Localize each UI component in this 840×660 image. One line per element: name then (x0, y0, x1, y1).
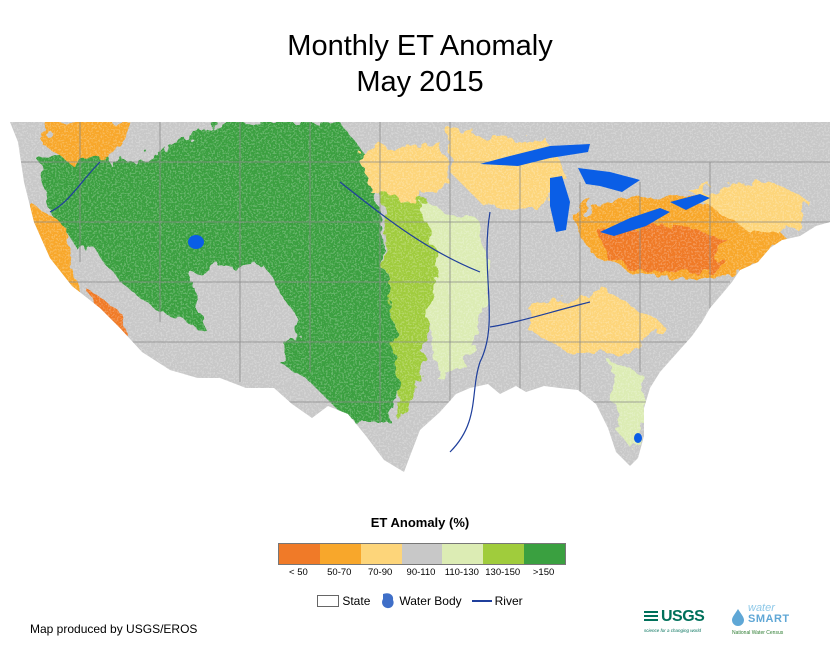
legend-swatch (524, 544, 565, 564)
state-swatch (317, 595, 340, 607)
legend-label: 70-90 (367, 567, 393, 578)
map-credit: Map produced by USGS/EROS (30, 622, 198, 636)
key-river-label: River (494, 594, 523, 608)
legend-swatch (442, 544, 484, 564)
legend-labels: < 50 50-70 70-90 90-110 110-130 130-150 >150 (278, 567, 564, 581)
legend-swatch (401, 544, 443, 564)
watersmart-smart: SMART (748, 613, 790, 625)
river-swatch (471, 600, 492, 602)
map-key: State Water Body River (0, 592, 840, 610)
watersmart-logo: water SMART (748, 603, 790, 625)
watersmart-drop-icon (732, 609, 744, 626)
logos: USGS science for a changing world water … (644, 602, 814, 638)
legend-label: < 50 (289, 567, 308, 578)
key-state-label: State (342, 594, 371, 608)
water-body-icon (382, 593, 395, 609)
legend-title: ET Anomaly (%) (370, 515, 470, 530)
key-state: State (317, 594, 370, 608)
legend-label: 130-150 (485, 567, 521, 578)
legend-label: >150 (532, 567, 555, 578)
legend-swatch (319, 544, 361, 564)
anomaly-raster (10, 122, 830, 472)
watersmart-water: water (748, 602, 775, 614)
usgs-tagline: science for a changing world (644, 628, 702, 633)
water-bodies (188, 144, 710, 443)
legend-swatch (360, 544, 402, 564)
map-title: Monthly ET Anomaly (287, 30, 553, 62)
legend-label: 90-110 (406, 567, 436, 578)
legend-label: 110-130 (444, 567, 479, 578)
key-river: River (471, 594, 523, 608)
watersmart-subtitle: National Water Census (732, 630, 784, 636)
rivers (49, 161, 591, 453)
us-et-anomaly-map (10, 122, 830, 472)
legend-color-ramp (278, 543, 566, 565)
map-subtitle: May 2015 (356, 66, 484, 98)
usgs-wave-icon (644, 611, 658, 621)
key-water-body: Water Body (380, 592, 462, 610)
legend-swatch (483, 544, 525, 564)
key-water-body-label: Water Body (399, 594, 462, 608)
usgs-wordmark: USGS (661, 608, 705, 625)
usgs-logo: USGS (644, 608, 705, 626)
legend-swatch (279, 544, 320, 564)
legend-label: 50-70 (327, 567, 352, 578)
state-borders (10, 122, 830, 422)
